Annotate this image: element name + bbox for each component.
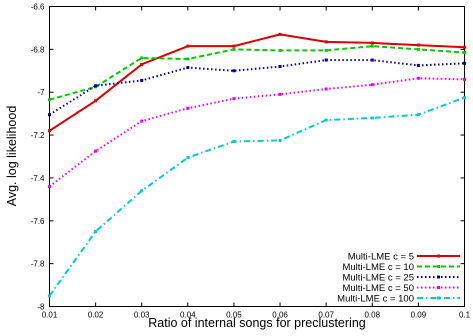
data-point xyxy=(140,56,144,60)
series-line xyxy=(48,96,465,297)
data-point xyxy=(463,77,466,81)
legend-label: Multi-LME c = 25 xyxy=(342,273,414,284)
data-point xyxy=(278,48,282,52)
data-point xyxy=(416,43,420,47)
data-point xyxy=(140,78,144,82)
plot-area xyxy=(49,6,465,307)
data-point xyxy=(186,156,190,160)
data-point xyxy=(186,66,190,70)
data-point xyxy=(463,61,466,65)
y-tick-label: -7.4 xyxy=(31,174,45,183)
series-line xyxy=(48,33,465,132)
x-axis: 0.01 0.02 0.03 0.04 0.05 0.06 0.07 0.08 0.09 0.1 xyxy=(42,6,471,320)
data-point xyxy=(416,47,420,51)
data-point xyxy=(232,47,236,51)
series-line xyxy=(48,59,465,116)
x-tick-label: 0.06 xyxy=(272,311,288,320)
data-point xyxy=(94,84,98,88)
y-tick-label: -6.8 xyxy=(31,45,45,54)
data-point xyxy=(94,99,98,103)
x-tick-label: 0.08 xyxy=(364,311,380,320)
y-axis: -8 -7.8 -7.6 -7.4 -7.2 -7 -6.8 -6.6 xyxy=(31,3,465,312)
data-point xyxy=(416,76,420,80)
data-point xyxy=(140,189,144,193)
data-point xyxy=(463,45,466,49)
data-point xyxy=(416,63,420,67)
data-point xyxy=(232,69,236,73)
x-tick-label: 0.03 xyxy=(134,311,150,320)
data-point xyxy=(324,48,328,52)
data-point xyxy=(186,106,190,110)
x-axis-label: Ratio of internal songs for preclusterin… xyxy=(148,316,366,330)
data-point xyxy=(324,118,328,122)
legend-marker xyxy=(437,296,440,300)
legend-label: Multi-LME c = 5 xyxy=(348,252,414,263)
data-point xyxy=(278,92,282,96)
data-point xyxy=(140,119,144,123)
data-point xyxy=(370,116,374,120)
legend-marker xyxy=(437,275,440,279)
data-point xyxy=(370,44,374,48)
data-point xyxy=(370,41,374,45)
legend-label: Multi-LME c = 50 xyxy=(342,283,414,294)
legend-marker xyxy=(437,286,440,289)
data-point xyxy=(416,113,420,117)
legend-label: Multi-LME c = 10 xyxy=(342,262,414,273)
data-point xyxy=(324,40,328,44)
y-tick-label: -7.2 xyxy=(31,131,45,140)
series-line xyxy=(49,45,465,101)
y-tick-label: -7.6 xyxy=(31,217,45,226)
x-tick-label: 0.04 xyxy=(180,311,196,320)
data-point xyxy=(48,129,51,133)
x-tick-label: 0.01 xyxy=(42,311,58,320)
x-tick-label: 0.02 xyxy=(88,311,104,320)
y-tick-label: -7.8 xyxy=(31,260,45,269)
data-point xyxy=(278,32,282,36)
data-point xyxy=(186,44,190,48)
legend-label: Multi-LME c = 100 xyxy=(337,294,414,305)
data-point xyxy=(48,113,51,117)
legend-marker xyxy=(437,265,440,268)
data-point xyxy=(370,83,374,87)
y-tick-label: -6.6 xyxy=(31,3,45,12)
data-point xyxy=(370,58,374,62)
x-tick-label: 0.07 xyxy=(318,311,334,320)
data-point xyxy=(324,87,328,91)
y-tick-label: -8 xyxy=(37,303,45,312)
x-tick-label: 0.09 xyxy=(411,311,427,320)
data-point xyxy=(232,140,236,143)
data-point xyxy=(463,96,466,100)
x-tick-label: 0.1 xyxy=(459,311,471,320)
data-point xyxy=(94,230,98,233)
data-point xyxy=(94,149,98,153)
data-point xyxy=(48,185,51,188)
data-point xyxy=(140,62,144,66)
x-tick-label: 0.05 xyxy=(226,311,242,320)
data-point xyxy=(48,98,51,102)
series-layer xyxy=(48,32,466,298)
y-axis-label: Avg. log likelihood xyxy=(5,106,19,207)
data-point xyxy=(278,65,282,68)
data-point xyxy=(324,58,328,62)
y-tick-label: -7 xyxy=(37,88,45,97)
data-point xyxy=(186,57,190,61)
legend-marker xyxy=(437,254,440,258)
data-point xyxy=(463,51,466,55)
data-point xyxy=(278,138,282,142)
data-point xyxy=(232,97,236,101)
data-point xyxy=(232,44,236,48)
data-point xyxy=(48,294,51,298)
